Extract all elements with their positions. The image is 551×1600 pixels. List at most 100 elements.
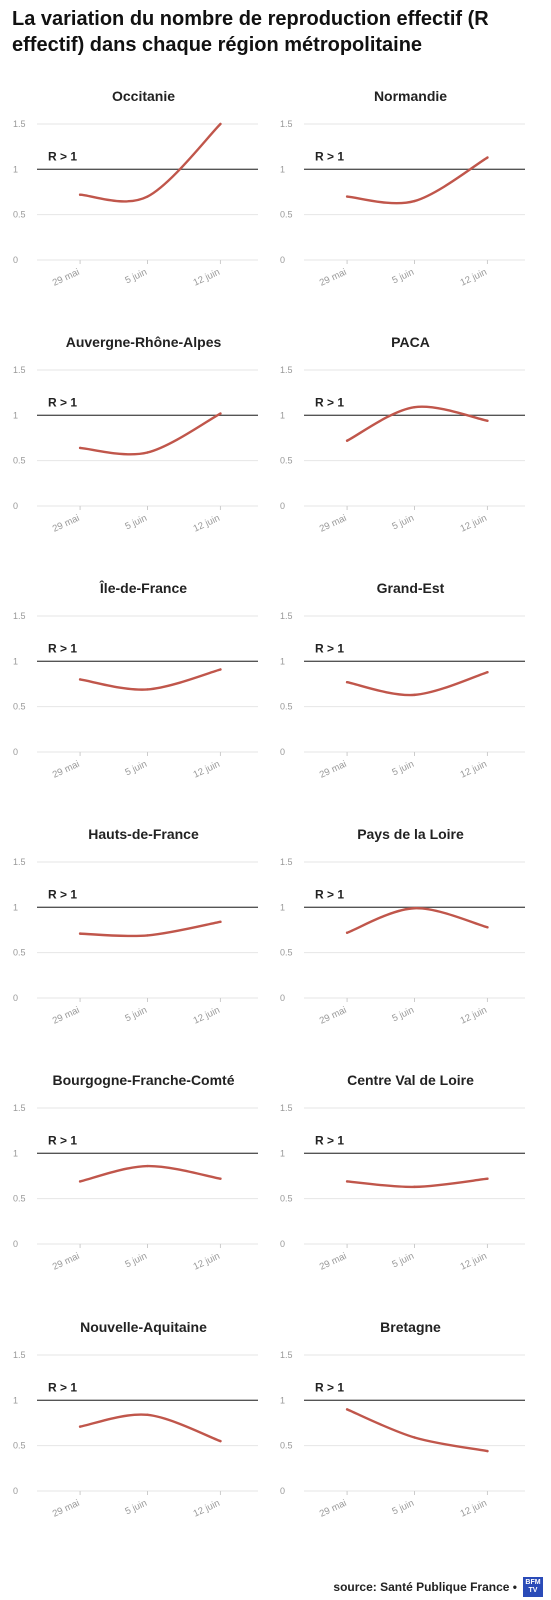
chart-title: Occitanie xyxy=(112,88,175,104)
y-tick-label: 1.5 xyxy=(280,1103,293,1113)
series-line xyxy=(78,412,222,456)
x-tick-label: 5 juin xyxy=(391,759,416,779)
y-tick-label: 0.5 xyxy=(280,1194,293,1204)
threshold-label: R > 1 xyxy=(48,1380,77,1394)
data-point xyxy=(345,1180,349,1183)
x-tick-label: 12 juin xyxy=(459,759,489,781)
data-point xyxy=(345,931,349,934)
x-tick-label: 12 juin xyxy=(459,513,489,535)
threshold-label: R > 1 xyxy=(48,641,77,655)
y-tick-label: 0 xyxy=(13,1239,18,1249)
series-line xyxy=(78,920,222,938)
data-point xyxy=(146,934,149,937)
y-tick-label: 1.5 xyxy=(280,119,293,129)
data-point xyxy=(486,419,489,422)
y-tick-label: 1.5 xyxy=(13,857,26,867)
y-tick-label: 0.5 xyxy=(13,702,26,712)
y-tick-label: 0.5 xyxy=(280,702,293,712)
x-tick-label: 12 juin xyxy=(459,1251,489,1273)
data-point xyxy=(413,1185,416,1189)
chart-title: Bretagne xyxy=(380,1319,441,1335)
threshold-label: R > 1 xyxy=(48,887,77,901)
chart-title: PACA xyxy=(391,334,430,350)
footer: source: Santé Publique France • BFM TV xyxy=(333,1576,543,1598)
x-tick-label: 29 mai xyxy=(318,1498,348,1520)
data-point xyxy=(486,1449,489,1453)
chart-title: Nouvelle-Aquitaine xyxy=(80,1319,207,1335)
data-point xyxy=(146,1413,149,1417)
data-point xyxy=(78,193,82,196)
threshold-label: R > 1 xyxy=(48,149,77,163)
series-line xyxy=(345,671,489,697)
y-tick-label: 0.5 xyxy=(280,456,293,466)
bfmtv-logo: BFM TV xyxy=(523,1577,543,1597)
chart-panel-6: Grand-Est 0 0.5 1 1.5 R > 1 29 mai 5 juin 12 jui… xyxy=(280,580,525,781)
series-line xyxy=(78,668,222,691)
x-tick-label: 5 juin xyxy=(391,267,416,287)
data-point xyxy=(219,920,222,924)
x-tick-label: 5 juin xyxy=(124,513,149,533)
y-tick-label: 0 xyxy=(13,993,18,1003)
chart-panel-11: Nouvelle-Aquitaine 0 0.5 1 1.5 R > 1 29 mai 5 j… xyxy=(13,1319,258,1520)
chart-panel-12: Bretagne 0 0.5 1 1.5 R > 1 29 mai 5 juin 12 juin xyxy=(280,1319,525,1520)
y-tick-label: 0 xyxy=(280,747,285,757)
threshold-label: R > 1 xyxy=(315,1133,344,1147)
chart-panel-10: Centre Val de Loire 0 0.5 1 1.5 R > 1 29 mai 5 … xyxy=(280,1072,525,1273)
y-tick-label: 0.5 xyxy=(13,210,26,220)
series-line xyxy=(78,122,222,203)
data-point xyxy=(78,932,82,935)
y-tick-label: 0.5 xyxy=(280,948,293,958)
series-line xyxy=(78,1413,222,1443)
data-point xyxy=(345,680,349,684)
chart-title: Grand-Est xyxy=(377,580,445,596)
threshold-label: R > 1 xyxy=(48,1133,77,1147)
y-tick-label: 0.5 xyxy=(13,1194,26,1204)
chart-panel-3: Auvergne-Rhône-Alpes 0 0.5 1 1.5 R > 1 29 mai 5… xyxy=(13,334,258,535)
y-tick-label: 1 xyxy=(13,164,18,174)
x-tick-label: 29 mai xyxy=(318,1251,348,1273)
data-point xyxy=(486,1177,489,1180)
data-point xyxy=(345,1408,349,1411)
threshold-label: R > 1 xyxy=(315,641,344,655)
data-point xyxy=(78,446,82,450)
chart-title: Hauts-de-France xyxy=(88,826,199,842)
threshold-label: R > 1 xyxy=(315,395,344,409)
y-tick-label: 0.5 xyxy=(280,210,293,220)
series-line xyxy=(345,1408,489,1453)
x-tick-label: 12 juin xyxy=(459,1498,489,1520)
data-point xyxy=(219,412,222,415)
data-point xyxy=(486,926,489,929)
data-point xyxy=(146,1164,149,1168)
y-tick-label: 1 xyxy=(280,1148,285,1158)
chart-panel-7: Hauts-de-France 0 0.5 1 1.5 R > 1 29 mai 5 juin… xyxy=(13,826,258,1027)
source-text: source: Santé Publique France • xyxy=(333,1580,517,1594)
y-tick-label: 1.5 xyxy=(13,611,26,621)
x-tick-label: 29 mai xyxy=(318,513,348,535)
series-line xyxy=(345,1177,489,1189)
chart-panel-1: Occitanie 0 0.5 1 1.5 R > 1 29 mai 5 juin 12 jui… xyxy=(13,88,258,289)
data-point xyxy=(78,678,82,681)
data-point xyxy=(486,671,489,674)
x-tick-label: 12 juin xyxy=(459,267,489,289)
x-tick-label: 29 mai xyxy=(51,1498,81,1520)
chart-panel-9: Bourgogne-Franche-Comté 0 0.5 1 1.5 R > 1 29 m… xyxy=(13,1072,258,1273)
y-tick-label: 1 xyxy=(13,410,18,420)
data-point xyxy=(345,439,349,442)
threshold-label: R > 1 xyxy=(315,1380,344,1394)
x-tick-label: 5 juin xyxy=(391,1251,416,1271)
logo-top-text: BFM xyxy=(525,1579,541,1586)
threshold-label: R > 1 xyxy=(315,887,344,901)
x-tick-label: 29 mai xyxy=(51,513,81,535)
y-tick-label: 0.5 xyxy=(13,948,26,958)
y-tick-label: 1 xyxy=(13,656,18,666)
chart-panel-8: Pays de la Loire 0 0.5 1 1.5 R > 1 29 mai 5 jui… xyxy=(280,826,525,1027)
chart-title: Centre Val de Loire xyxy=(347,1072,474,1088)
y-tick-label: 1 xyxy=(280,164,285,174)
y-tick-label: 1 xyxy=(13,1395,18,1405)
chart-panel-4: PACA 0 0.5 1 1.5 R > 1 29 mai 5 juin 12 juin xyxy=(280,334,525,535)
chart-panel-5: Île-de-France 0 0.5 1 1.5 R > 1 29 mai 5 juin 12… xyxy=(13,579,258,781)
data-point xyxy=(345,195,349,198)
data-point xyxy=(219,668,222,671)
y-tick-label: 1.5 xyxy=(13,119,26,129)
